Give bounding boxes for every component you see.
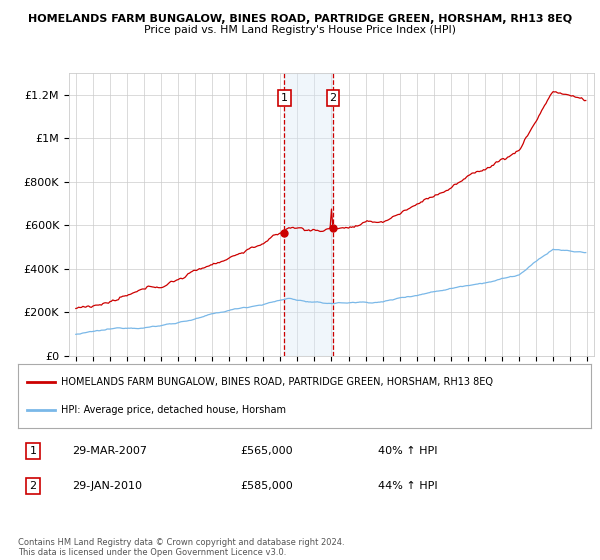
Text: 2: 2 [329, 93, 337, 103]
Text: HPI: Average price, detached house, Horsham: HPI: Average price, detached house, Hors… [61, 405, 286, 416]
Text: 29-JAN-2010: 29-JAN-2010 [72, 481, 142, 491]
Bar [284, 73, 333, 356]
Text: 44% ↑ HPI: 44% ↑ HPI [378, 481, 437, 491]
Text: 29-MAR-2007: 29-MAR-2007 [72, 446, 147, 456]
Text: 1: 1 [29, 446, 37, 456]
Text: 40% ↑ HPI: 40% ↑ HPI [378, 446, 437, 456]
Text: Contains HM Land Registry data © Crown copyright and database right 2024.
This d: Contains HM Land Registry data © Crown c… [18, 538, 344, 557]
Text: £585,000: £585,000 [240, 481, 293, 491]
Text: 2: 2 [29, 481, 37, 491]
Text: 1: 1 [281, 93, 288, 103]
Text: Price paid vs. HM Land Registry's House Price Index (HPI): Price paid vs. HM Land Registry's House … [144, 25, 456, 35]
Text: £565,000: £565,000 [240, 446, 293, 456]
Text: HOMELANDS FARM BUNGALOW, BINES ROAD, PARTRIDGE GREEN, HORSHAM, RH13 8EQ: HOMELANDS FARM BUNGALOW, BINES ROAD, PAR… [61, 377, 493, 387]
Text: HOMELANDS FARM BUNGALOW, BINES ROAD, PARTRIDGE GREEN, HORSHAM, RH13 8EQ: HOMELANDS FARM BUNGALOW, BINES ROAD, PAR… [28, 14, 572, 24]
